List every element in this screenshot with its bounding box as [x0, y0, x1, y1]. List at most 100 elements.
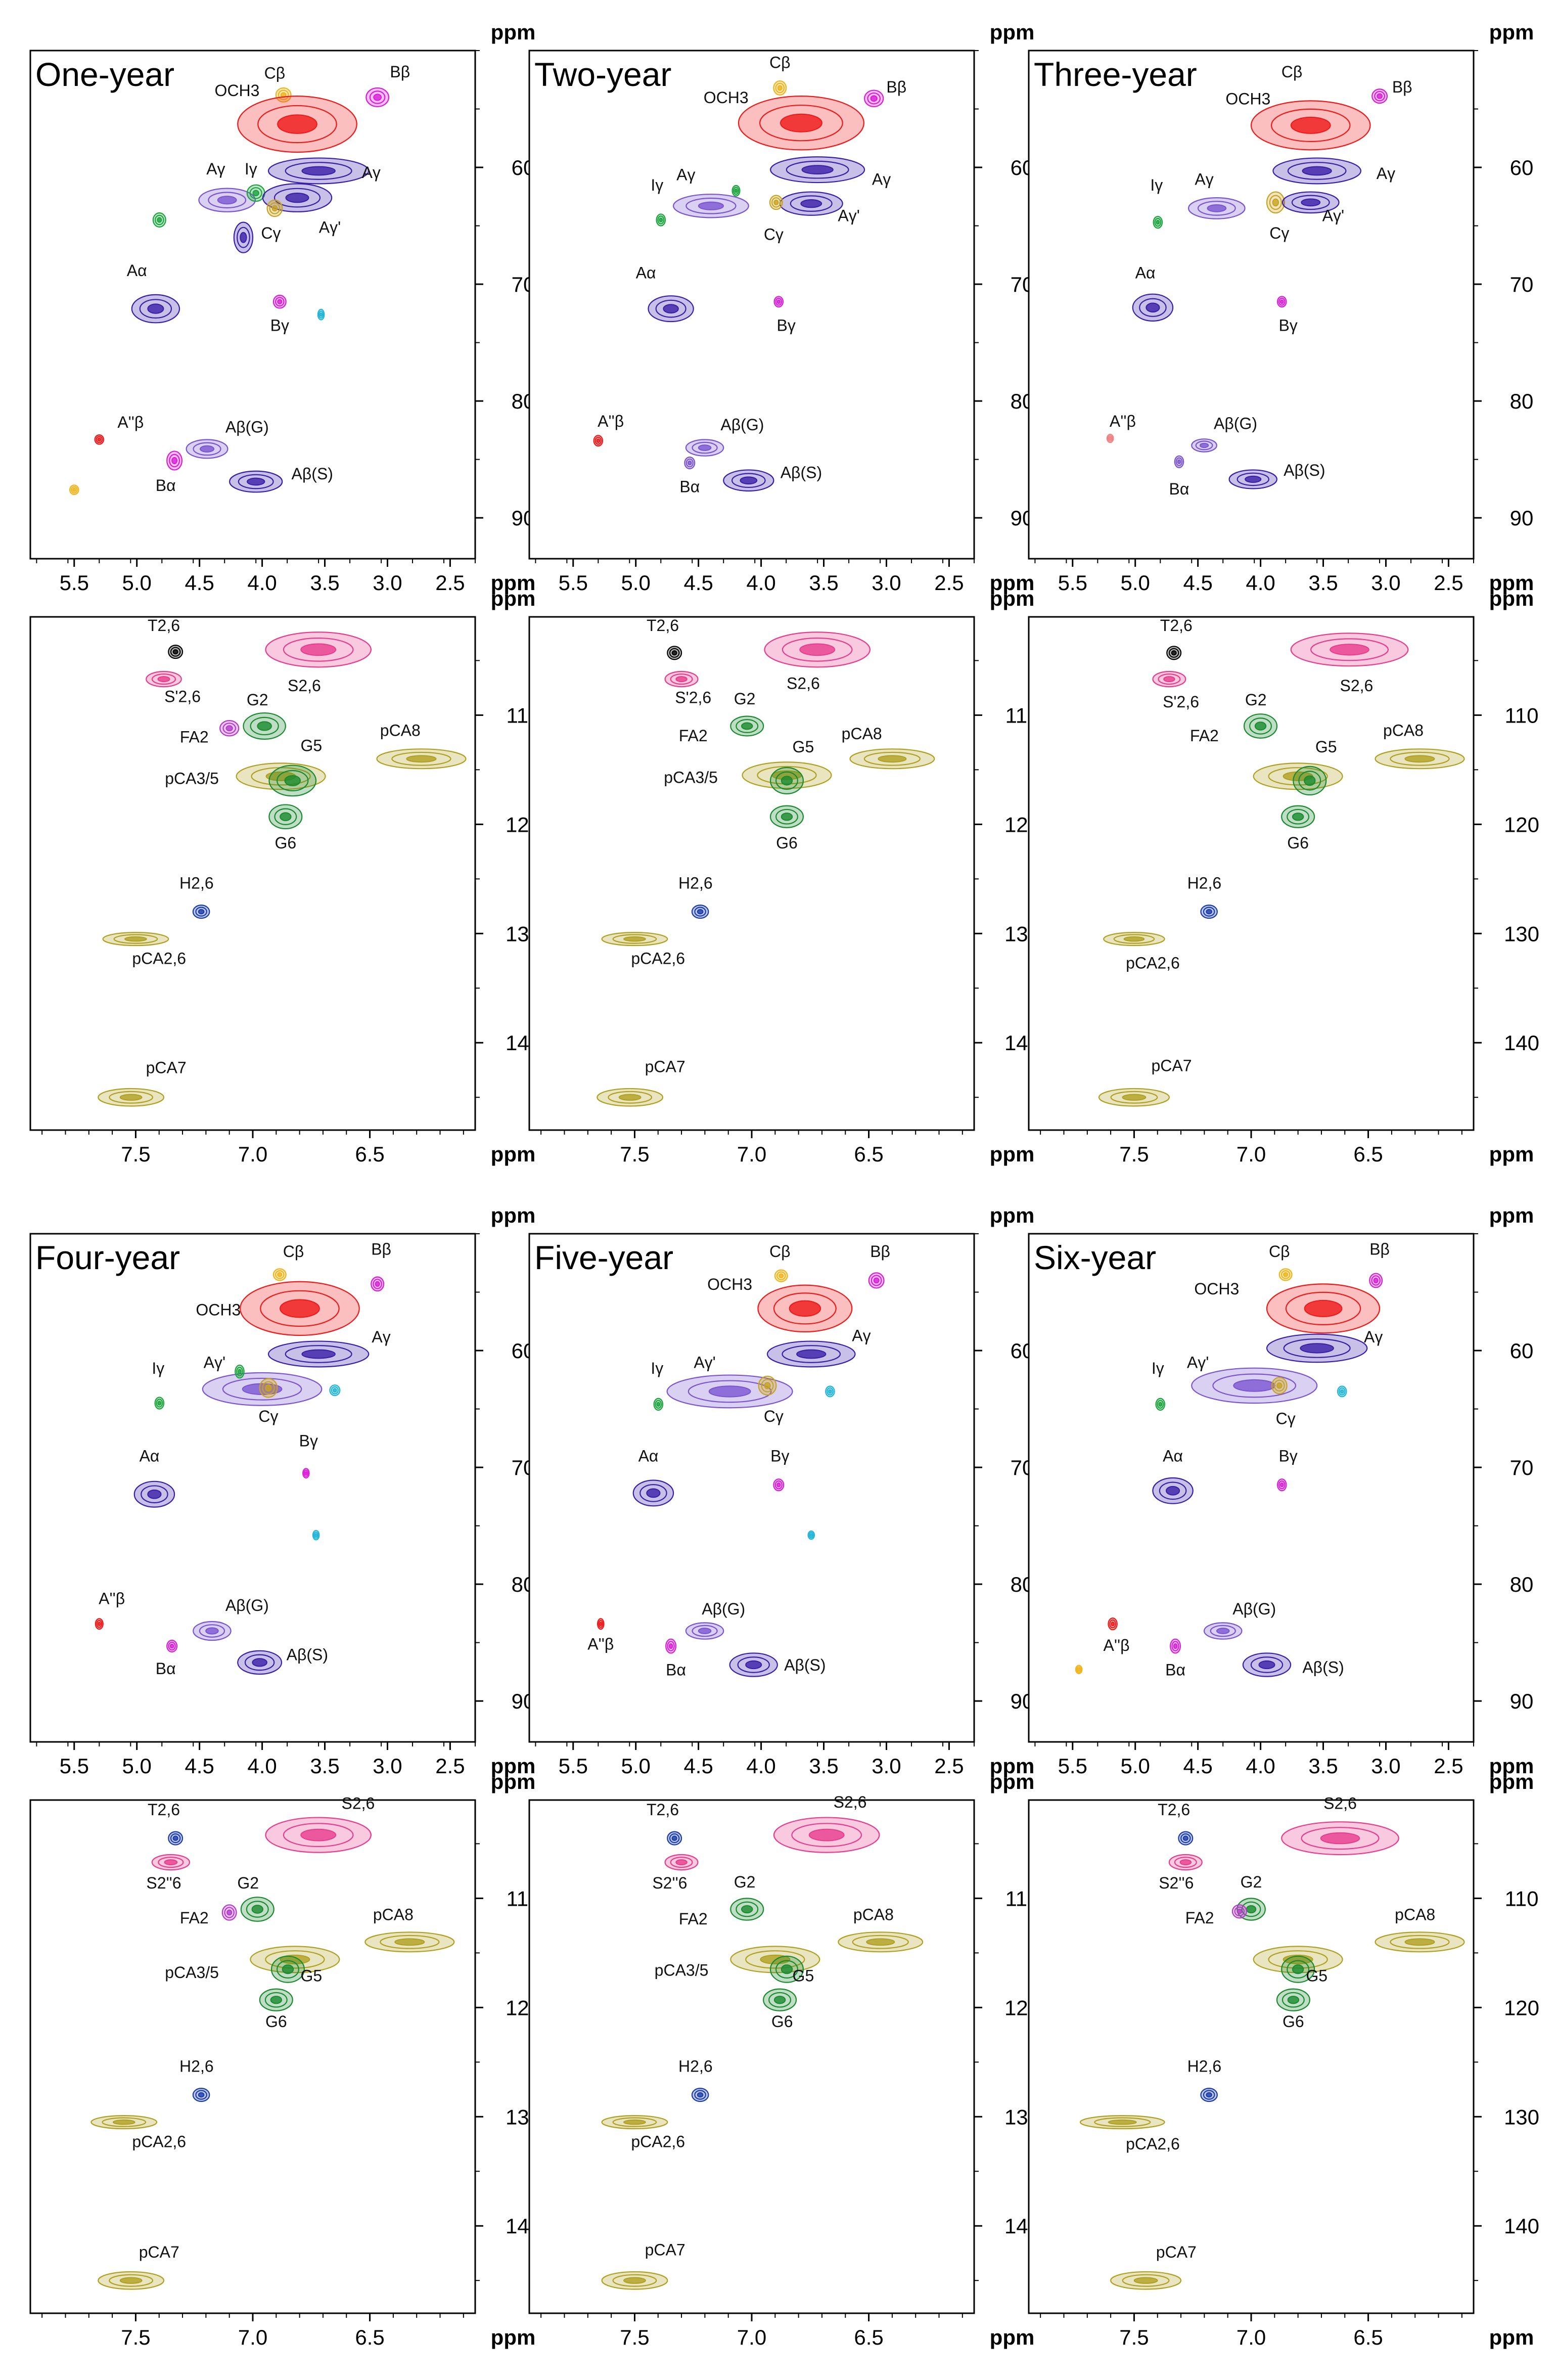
- peak-contour-mid: [1371, 1275, 1381, 1286]
- peak-contour-core: [596, 438, 601, 443]
- peak-contour-core: [1304, 775, 1316, 786]
- peak-contour-core: [799, 643, 836, 656]
- peak-contour-mid: [670, 673, 693, 685]
- peak-och3: [1250, 100, 1371, 151]
- peak-contour-core: [119, 2277, 143, 2284]
- peak-c: [272, 1268, 287, 1281]
- peak-s2-6: [265, 1817, 372, 1853]
- x-axis-label: ppm: [1489, 2325, 1534, 2349]
- peak-contour-mid: [775, 809, 798, 825]
- peak-contour-mid: [170, 1833, 181, 1844]
- peak-g2: [1237, 1898, 1266, 1921]
- y-tick-label: 90: [1510, 506, 1534, 530]
- peak-c: [758, 1375, 777, 1396]
- x-axis-label: ppm: [1489, 571, 1534, 595]
- peak-s2-6: [664, 1854, 699, 1871]
- peak-pca8: [849, 748, 935, 770]
- peak-a-left: [672, 194, 749, 218]
- peak-a: [632, 1479, 674, 1507]
- peak-contour-mid: [612, 2117, 657, 2127]
- peak-a-s: [1228, 469, 1277, 489]
- peak-contour-core: [873, 1277, 880, 1284]
- peak-label: OCH3: [1225, 89, 1270, 108]
- peak-contour-mid: [275, 1270, 285, 1279]
- peak-contour-core: [257, 721, 272, 731]
- x-axis-label: ppm: [491, 1754, 536, 1778]
- peak-contour-mid: [168, 1641, 176, 1651]
- peak-label: Aγ': [1322, 206, 1344, 224]
- panel-11: T2,6 S2,6 S2''6 G2 FA2 pCA8 pCA3/5 G5 G6 H2,6 pCA2…: [528, 1770, 1040, 2349]
- peak-label: pCA3/5: [165, 769, 219, 787]
- peak-contour-mid: [759, 105, 843, 142]
- x-tick-label: 5.0: [621, 1754, 651, 1778]
- peak-contour-mid: [774, 1480, 783, 1490]
- peak-pca8: [376, 748, 467, 770]
- x-tick-label: 4.0: [247, 571, 277, 595]
- panel-8: Cβ OCH3 Bβ Aγ Aγ' Iγ Cγ Aα Bγ A''β Aβ(G) Bα Aβ(S) Fiv…: [528, 1203, 1035, 1778]
- peak-unlabeled: [1075, 1665, 1083, 1674]
- peak-label: Aβ(S): [1284, 461, 1325, 479]
- peak-contour-core: [198, 2092, 205, 2098]
- y-axis-label: ppm: [990, 1203, 1035, 1227]
- peak-label: G6: [1283, 2012, 1304, 2031]
- peak-contour-core: [226, 1909, 233, 1916]
- peak-contour-mid: [736, 1901, 759, 1917]
- peak-contour-core: [1246, 1905, 1257, 1914]
- peak-label: Aγ': [838, 206, 859, 224]
- peak-b: [272, 294, 287, 309]
- peak-contour-core: [675, 1859, 688, 1866]
- peak-contour-core: [1156, 219, 1160, 225]
- peak-contour-core: [200, 445, 215, 453]
- peak-contour-core: [1179, 1859, 1192, 1866]
- peak-contour-mid: [1210, 1625, 1236, 1637]
- y-tick-label: 80: [1510, 389, 1534, 413]
- peak-label: Cβ: [769, 1242, 791, 1261]
- peak-label: S'2,6: [675, 689, 711, 707]
- peak-label: pCA7: [139, 2243, 179, 2261]
- peak-contour-mid: [598, 1620, 604, 1628]
- peak-contour-mid: [208, 192, 247, 209]
- peak-contour-mid: [1285, 1291, 1361, 1325]
- peak-contour-core: [300, 1828, 337, 1842]
- peak-a: [202, 1372, 323, 1406]
- peak-pca2-6: [1103, 932, 1165, 947]
- peak-contour-mid: [1250, 1656, 1284, 1673]
- peak-contour-mid: [1158, 673, 1181, 685]
- peak-a: [666, 1374, 793, 1409]
- y-tick-label: 80: [1510, 1573, 1534, 1596]
- panel-title: Four-year: [35, 1239, 180, 1276]
- peak-contour-core: [740, 476, 758, 485]
- peak-contour-core: [745, 1660, 762, 1670]
- peak-fa2: [221, 1904, 237, 1921]
- peak-pca2-6: [601, 932, 668, 947]
- peak-contour-core: [623, 2119, 646, 2125]
- peak-contour-core: [1108, 2119, 1137, 2125]
- peak-i: [1155, 1398, 1166, 1411]
- peak-label: pCA3/5: [655, 1961, 709, 1980]
- peak-contour-core: [252, 1658, 267, 1667]
- peak-pca7: [1110, 2271, 1182, 2290]
- peak-contour-core: [247, 477, 265, 486]
- peak-label: pCA3/5: [165, 1963, 219, 1982]
- peak-b: [371, 1276, 385, 1292]
- y-axis-label: ppm: [1489, 1203, 1534, 1227]
- peak-contour-core: [828, 1389, 832, 1394]
- peak-contour-mid: [1180, 1833, 1191, 1844]
- peak-contour-core: [280, 1954, 310, 1964]
- panel-5: T2,6 S2,6 S'2,6 G2 FA2 G5 pCA8 pCA3/5 G6 H2,6 pCA2…: [528, 587, 1040, 1166]
- peak-g2: [730, 1898, 764, 1921]
- peak-contour-core: [72, 487, 76, 492]
- peak-contour-core: [284, 775, 301, 786]
- peak-pca7: [601, 2271, 668, 2290]
- peak-label: Cγ: [764, 225, 784, 243]
- peak-contour-mid: [1109, 1619, 1116, 1629]
- peak-contour-core: [1340, 1389, 1344, 1394]
- peak-contour-core: [280, 812, 292, 822]
- peak-contour-mid: [1268, 767, 1328, 786]
- peak-label: Cβ: [283, 1242, 304, 1261]
- peak-contour-mid: [782, 1345, 841, 1363]
- peak-label: Bγ: [1278, 316, 1297, 334]
- peak-label: Cγ: [261, 224, 281, 242]
- peak-pca8: [1375, 748, 1465, 770]
- peak-contour-mid: [790, 195, 833, 212]
